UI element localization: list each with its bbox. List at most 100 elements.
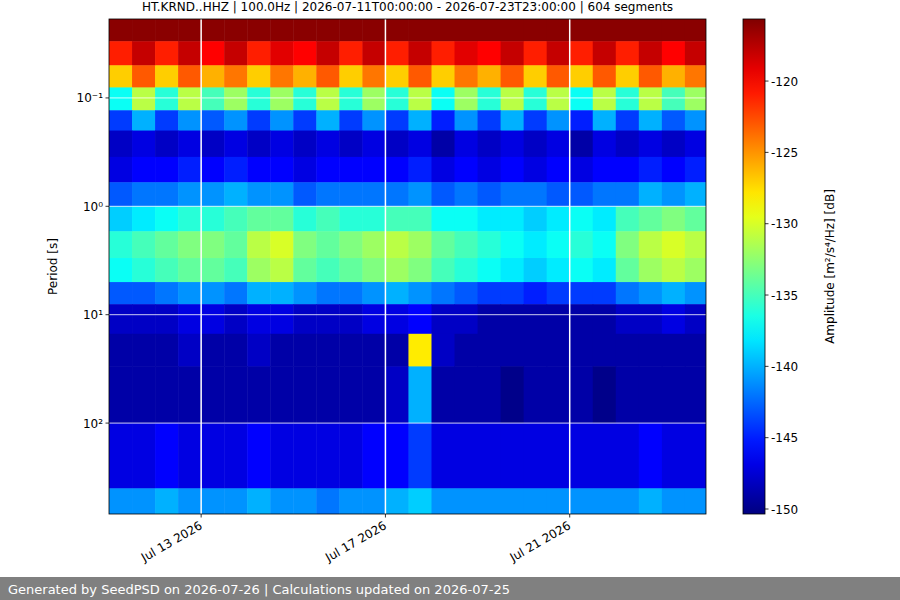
cell — [339, 258, 363, 283]
cell — [155, 157, 179, 183]
grid-line — [569, 19, 571, 514]
cell — [224, 304, 248, 334]
cell — [662, 304, 686, 334]
cell — [662, 334, 686, 367]
colorbar-tick-label: -135 — [771, 289, 798, 303]
cell — [547, 182, 571, 207]
cell — [431, 110, 455, 131]
cell — [201, 366, 225, 423]
cell — [408, 65, 432, 88]
cell — [501, 19, 525, 42]
cell — [662, 206, 686, 231]
cell — [178, 423, 202, 489]
cell — [431, 282, 455, 305]
colorbar-tick-label: -120 — [771, 75, 798, 89]
cell — [524, 366, 548, 423]
cell — [547, 282, 571, 305]
cell — [293, 131, 317, 158]
cell — [685, 182, 706, 207]
cell — [478, 231, 502, 258]
cell — [639, 334, 663, 367]
cell — [201, 41, 225, 66]
cell — [570, 41, 594, 66]
cell — [501, 131, 525, 158]
cell — [639, 131, 663, 158]
cell — [362, 366, 386, 423]
cell — [455, 231, 479, 258]
footer-bar — [0, 577, 900, 600]
cell — [616, 334, 640, 367]
cell — [109, 41, 133, 66]
y-tick-label: 10¹ — [83, 308, 103, 322]
cell — [524, 282, 548, 305]
colorbar-tick — [765, 152, 769, 153]
cell — [408, 182, 432, 207]
cell — [201, 282, 225, 305]
cell — [316, 157, 340, 183]
cell — [155, 258, 179, 283]
x-tick-label: Jul 21 2026 — [507, 518, 574, 565]
cell — [109, 258, 133, 283]
cell — [247, 334, 271, 367]
cell — [178, 334, 202, 367]
cell — [316, 231, 340, 258]
cell — [201, 87, 225, 110]
cell — [593, 157, 617, 183]
cell — [339, 282, 363, 305]
colorbar-tick — [765, 509, 769, 510]
cell — [385, 41, 409, 66]
y-tick-label: 10⁻¹ — [77, 91, 104, 105]
cell — [570, 282, 594, 305]
cell — [132, 366, 156, 423]
cell — [501, 206, 525, 231]
cell — [201, 206, 225, 231]
cell — [478, 334, 502, 367]
cell — [593, 182, 617, 207]
colorbar-tick-label: -125 — [771, 146, 798, 160]
cell — [524, 182, 548, 207]
cell — [293, 423, 317, 489]
cell — [547, 206, 571, 231]
cell — [570, 131, 594, 158]
colorbar — [743, 19, 765, 514]
cell — [224, 488, 248, 514]
cell — [362, 87, 386, 110]
chart: Jul 13 2026Jul 17 2026Jul 21 202610⁻¹10⁰… — [0, 0, 900, 600]
cell — [639, 206, 663, 231]
cell — [455, 488, 479, 514]
cell — [501, 87, 525, 110]
colorbar-tick — [765, 437, 769, 438]
cell — [109, 206, 133, 231]
cell — [339, 231, 363, 258]
cell — [685, 110, 706, 131]
cell — [662, 231, 686, 258]
cell — [547, 304, 571, 334]
cell — [385, 488, 409, 514]
cell — [593, 19, 617, 42]
cell — [685, 366, 706, 423]
cell — [524, 110, 548, 131]
cell — [339, 182, 363, 207]
cell — [155, 366, 179, 423]
cell — [362, 182, 386, 207]
cell — [132, 282, 156, 305]
cell — [478, 131, 502, 158]
colorbar-tick — [765, 366, 769, 367]
cell — [616, 304, 640, 334]
cell — [339, 423, 363, 489]
cell — [524, 87, 548, 110]
cell — [270, 19, 294, 42]
cell — [524, 41, 548, 66]
cell — [662, 41, 686, 66]
cell — [408, 206, 432, 231]
cell — [524, 206, 548, 231]
cell — [132, 206, 156, 231]
cell — [201, 334, 225, 367]
cell — [178, 110, 202, 131]
cell — [662, 87, 686, 110]
cell — [362, 282, 386, 305]
cell — [293, 304, 317, 334]
cell — [593, 41, 617, 66]
cell — [662, 366, 686, 423]
cell — [178, 19, 202, 42]
